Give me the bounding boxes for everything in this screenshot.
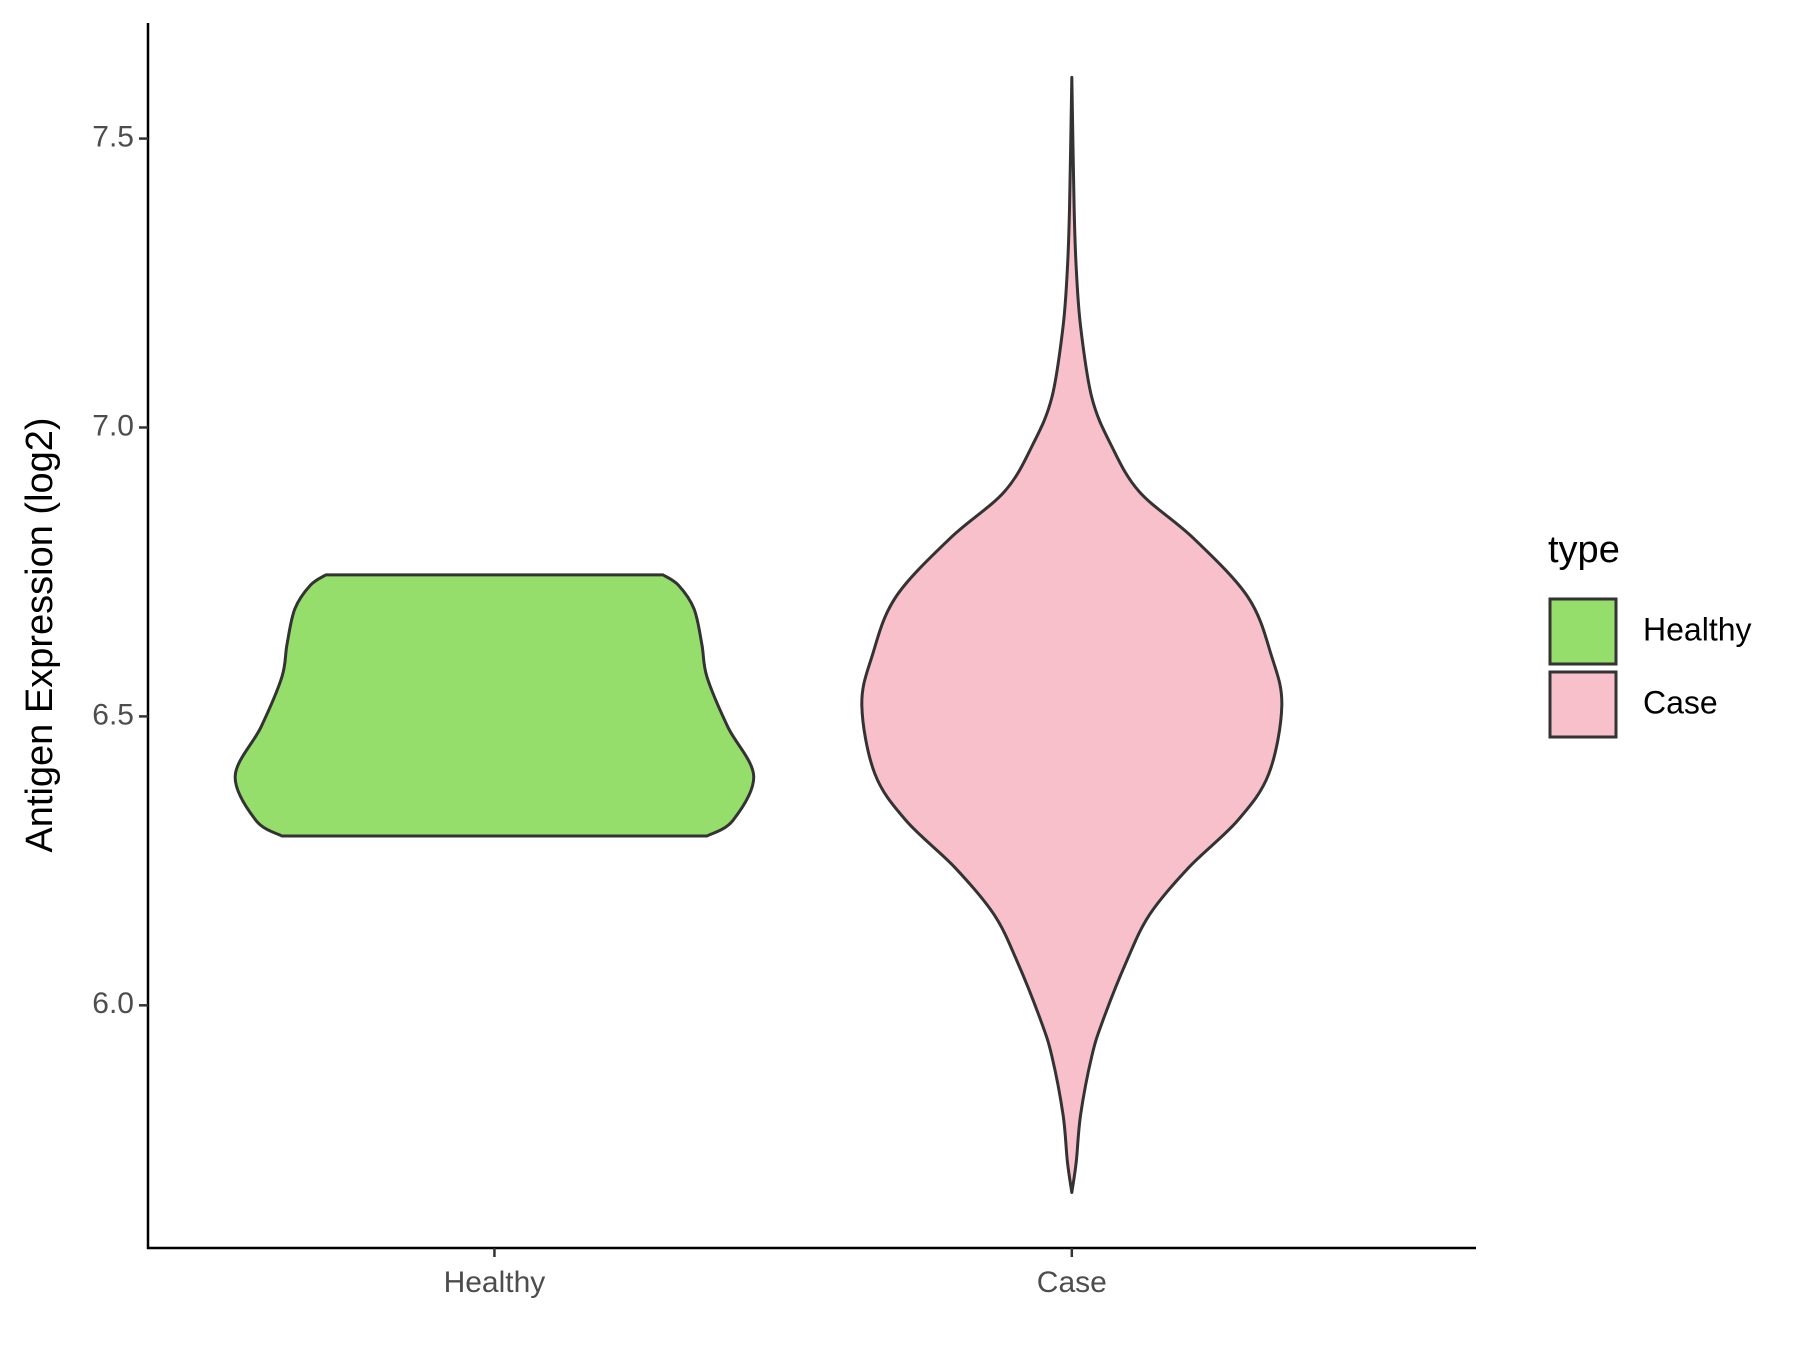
x-tick-label: Healthy bbox=[444, 1266, 546, 1299]
legend-key bbox=[1548, 670, 1618, 739]
x-tick-label: Case bbox=[1037, 1266, 1107, 1299]
y-tick-label: 7.0 bbox=[92, 409, 134, 442]
legend-key bbox=[1548, 597, 1618, 666]
legend-label: Case bbox=[1643, 684, 1718, 720]
y-tick-label: 7.5 bbox=[92, 120, 134, 153]
y-tick-label: 6.0 bbox=[92, 987, 134, 1020]
violin bbox=[860, 75, 1284, 1195]
legend-label: Healthy bbox=[1643, 611, 1752, 647]
y-axis-title: Antigen Expression (log2) bbox=[19, 417, 61, 852]
legend-title: type bbox=[1548, 529, 1620, 571]
y-tick-label: 6.5 bbox=[92, 698, 134, 731]
violin bbox=[233, 573, 756, 838]
